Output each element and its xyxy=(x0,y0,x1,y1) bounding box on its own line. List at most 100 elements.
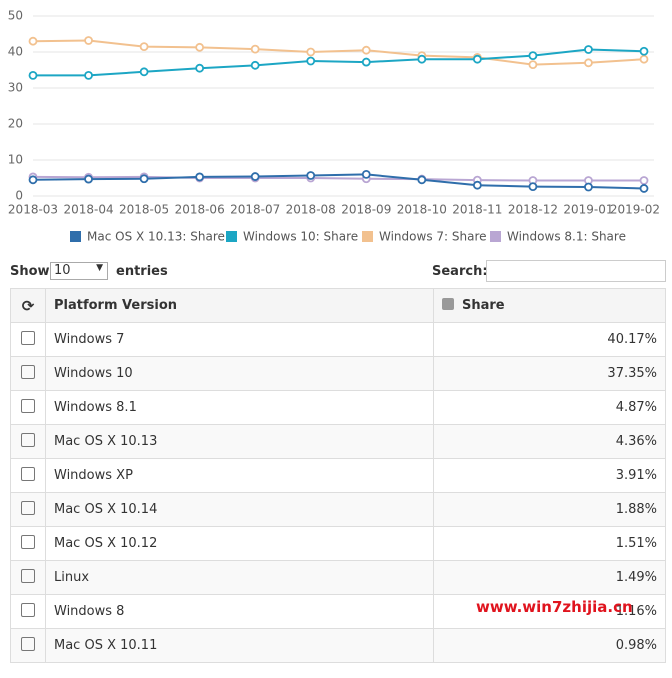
point xyxy=(250,60,260,70)
data-table: ⟳ Platform Version Share Windows 7 40.17% Win… xyxy=(10,288,666,663)
point xyxy=(639,54,649,64)
legend-swatch xyxy=(490,231,501,242)
point xyxy=(361,45,371,55)
checkbox-cell xyxy=(10,526,46,561)
row-checkbox[interactable] xyxy=(21,364,35,379)
platform-cell: Mac OS X 10.12 xyxy=(45,526,434,561)
x-tick-label: 2018-08 xyxy=(286,203,336,217)
point xyxy=(139,174,149,184)
point xyxy=(528,182,538,192)
point xyxy=(417,54,427,64)
chart: 0 10 20 30 40 50 2018-03 2018-04 2018-05 2018-06 2… xyxy=(8,9,660,244)
platform-cell: Mac OS X 10.11 xyxy=(45,628,434,663)
point xyxy=(472,180,482,190)
table-row: Mac OS X 10.12 1.51% xyxy=(10,526,666,561)
legend-swatch xyxy=(362,231,373,242)
checkbox-cell xyxy=(10,594,46,629)
row-checkbox[interactable] xyxy=(21,432,35,447)
point xyxy=(139,67,149,77)
show-label: Show xyxy=(10,264,50,279)
point xyxy=(139,42,149,51)
share-cell: 1.16% xyxy=(433,594,666,629)
platform-cell: Windows XP xyxy=(45,458,434,493)
header-row: ⟳ Platform Version Share xyxy=(10,288,666,323)
column-header: Share xyxy=(433,288,666,323)
share-cell: 0.98% xyxy=(433,628,666,663)
point xyxy=(28,175,38,185)
legend-swatch xyxy=(226,231,237,242)
checkbox-cell xyxy=(10,356,46,391)
share-cell: 37.35% xyxy=(433,356,666,391)
search-label: Search: xyxy=(432,264,488,279)
y-tick-label: 40 xyxy=(8,45,23,59)
point xyxy=(195,63,205,73)
y-tick-label: 0 xyxy=(15,189,23,203)
row-checkbox[interactable] xyxy=(21,568,35,583)
platform-cell: Linux xyxy=(45,560,434,595)
row-checkbox[interactable] xyxy=(21,602,35,617)
row-checkbox[interactable] xyxy=(21,500,35,515)
share-cell: 1.51% xyxy=(433,526,666,561)
table-row: Mac OS X 10.13 4.36% xyxy=(10,424,666,459)
table-row: Mac OS X 10.11 0.98% xyxy=(10,628,666,663)
point xyxy=(639,184,649,193)
point xyxy=(84,71,93,80)
x-tick-label: 2018-09 xyxy=(341,203,391,217)
point xyxy=(250,172,260,181)
entries-label: entries xyxy=(116,264,168,279)
platform-cell: Windows 8 xyxy=(45,594,434,629)
table-controls: Show 10 ▼ entries Search: xyxy=(10,260,666,282)
point xyxy=(361,169,371,179)
search-input[interactable] xyxy=(486,260,666,282)
x-tick-label: 2018-05 xyxy=(119,203,169,217)
page-size-select[interactable]: 10 ▼ xyxy=(50,262,108,280)
table-row: Mac OS X 10.14 1.88% xyxy=(10,492,666,527)
point xyxy=(639,46,649,56)
platform-cell: Windows 8.1 xyxy=(45,390,434,425)
platform-cell: Windows 7 xyxy=(45,322,434,357)
point xyxy=(584,182,593,192)
share-cell: 4.87% xyxy=(433,390,666,425)
row-checkbox[interactable] xyxy=(21,330,35,345)
point xyxy=(584,58,593,68)
share-cell: 3.91% xyxy=(433,458,666,493)
point xyxy=(472,54,482,64)
series-line xyxy=(32,39,645,66)
y-tick-label: 50 xyxy=(8,9,23,23)
share-cell: 1.49% xyxy=(433,560,666,595)
share-cell: 4.36% xyxy=(433,424,666,459)
row-checkbox[interactable] xyxy=(21,534,35,549)
point xyxy=(417,175,427,185)
point xyxy=(84,36,93,45)
checkbox-cell xyxy=(10,492,46,527)
x-tick-label: 2018-11 xyxy=(452,203,502,217)
table-row: Windows 8.1 4.87% xyxy=(10,390,666,425)
x-tick-label: 2018-06 xyxy=(175,203,225,217)
x-tick-label: 2018-10 xyxy=(397,203,447,217)
y-tick-label: 20 xyxy=(8,117,23,131)
table-row: Windows 8 1.16% xyxy=(10,594,666,629)
point xyxy=(28,36,38,46)
point xyxy=(306,47,316,57)
point xyxy=(195,42,205,52)
row-checkbox[interactable] xyxy=(21,398,35,413)
x-tick-label: 2019-02 xyxy=(610,203,660,217)
x-tick-label: 2019-01 xyxy=(563,203,613,217)
page-size: 10 xyxy=(54,263,71,278)
point xyxy=(306,171,316,180)
series-line xyxy=(33,48,645,77)
header-text: Share xyxy=(462,298,505,313)
x-tick-label: 2018-03 xyxy=(8,203,58,217)
series-line xyxy=(32,175,644,182)
row-checkbox[interactable] xyxy=(21,636,35,651)
point xyxy=(306,56,316,66)
row-checkbox[interactable] xyxy=(21,466,35,481)
header-text: Platform Version xyxy=(54,298,177,313)
share-cell: 40.17% xyxy=(433,322,666,357)
checkbox-cell xyxy=(10,424,46,459)
checkbox-cell xyxy=(10,628,46,663)
point xyxy=(584,45,593,54)
legend-label: Windows 7: Share xyxy=(379,230,487,244)
series-line xyxy=(32,173,645,190)
